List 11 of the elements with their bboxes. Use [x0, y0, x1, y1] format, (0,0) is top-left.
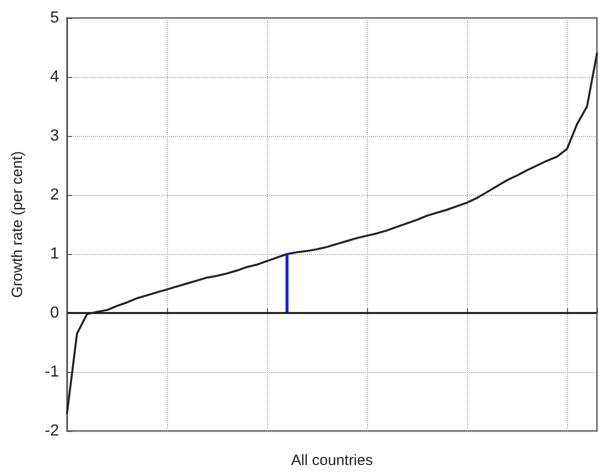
y-tick-label: 3	[50, 128, 60, 144]
line-series	[66, 52, 598, 414]
y-tick-label: 5	[50, 10, 60, 26]
y-tick-label: 1	[50, 246, 60, 262]
y-tick-label: -2	[44, 422, 60, 440]
y-tick-label: -1	[44, 364, 60, 380]
y-tick-label: 0	[50, 304, 60, 322]
y-tick-label: 4	[50, 68, 60, 86]
y-axis-title: Growth rate (per cent)	[9, 151, 26, 298]
x-axis-title: All countries	[291, 452, 373, 469]
y-tick-label: 2	[50, 186, 60, 204]
